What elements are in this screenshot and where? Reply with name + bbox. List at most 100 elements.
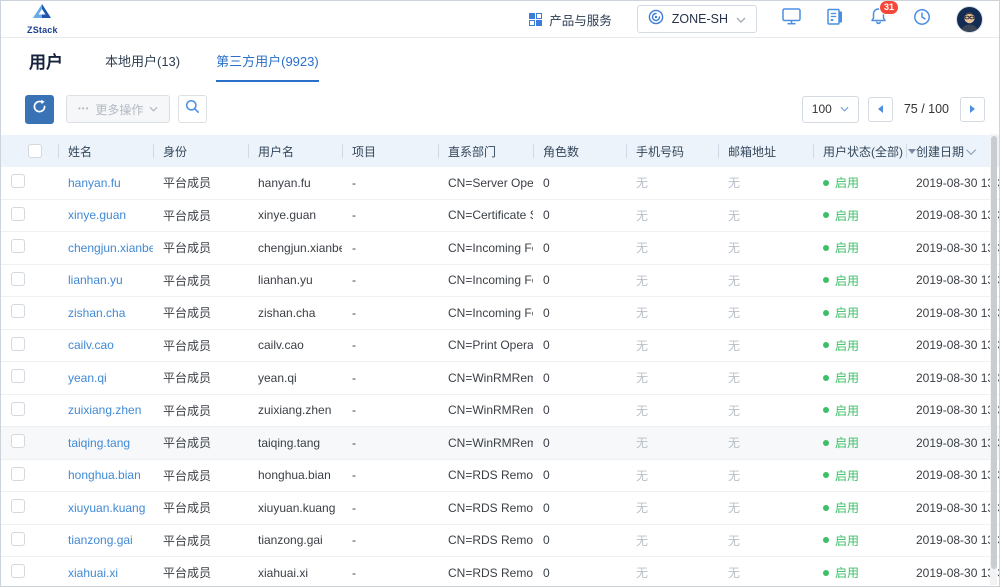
search-button[interactable] — [178, 95, 208, 123]
row-checkbox[interactable] — [11, 336, 25, 351]
identity-cell: 平台成员 — [163, 371, 212, 386]
user-name-link[interactable]: lianhan.yu — [68, 273, 123, 288]
status-dot-icon — [823, 504, 829, 511]
user-name-link[interactable]: xiuyuan.kuang — [68, 500, 146, 515]
history-button[interactable] — [913, 8, 931, 31]
status-badge: 启用 — [823, 174, 906, 191]
scrollbar-thumb[interactable] — [990, 136, 997, 569]
row-checkbox[interactable] — [11, 499, 25, 514]
created-date-cell: 2019-08-30 13:3... — [916, 305, 999, 320]
console-button[interactable] — [782, 8, 801, 30]
col-header-name[interactable]: 姓名 — [58, 143, 153, 160]
user-name-link[interactable]: hanyan.fu — [68, 175, 121, 190]
identity-cell: 平台成员 — [163, 533, 212, 548]
role-count-cell: 0 — [543, 208, 550, 223]
role-count-cell: 0 — [543, 500, 550, 515]
operation-log-button[interactable] — [826, 8, 844, 31]
col-header-created-sort[interactable]: 创建日期 — [906, 143, 999, 160]
prev-page-button[interactable] — [867, 96, 893, 122]
user-name-link[interactable]: tianzong.gai — [68, 533, 133, 548]
user-name-link[interactable]: taiqing.tang — [68, 435, 131, 450]
row-checkbox[interactable] — [11, 466, 25, 481]
row-checkbox[interactable] — [11, 239, 25, 254]
table-row[interactable]: taiqing.tang 平台成员 taiqing.tang - CN=WinR… — [1, 427, 999, 460]
table-row[interactable]: hanyan.fu 平台成员 hanyan.fu - CN=Server Ope… — [1, 167, 999, 200]
user-name-link[interactable]: cailv.cao — [68, 338, 114, 353]
table-row[interactable]: yean.qi 平台成员 yean.qi - CN=WinRMRem... 0 … — [1, 362, 999, 395]
col-header-roles[interactable]: 角色数 — [533, 143, 626, 160]
table-row[interactable]: zuixiang.zhen 平台成员 zuixiang.zhen - CN=Wi… — [1, 394, 999, 427]
more-actions-label: 更多操作 — [95, 102, 144, 117]
phone-cell: 无 — [636, 241, 649, 256]
user-avatar[interactable] — [956, 5, 983, 33]
zstack-logo[interactable]: ZStack — [27, 3, 58, 35]
status-label: 启用 — [835, 241, 860, 256]
row-checkbox[interactable] — [11, 401, 25, 416]
col-header-email[interactable]: 邮箱地址 — [718, 143, 813, 160]
table-row[interactable]: chengjun.xianbei 平台成员 chengjun.xianbei -… — [1, 232, 999, 265]
page-size-value: 100 — [811, 102, 832, 116]
user-name-link[interactable]: yean.qi — [68, 370, 107, 385]
more-actions-button[interactable]: ••• 更多操作 — [66, 95, 171, 123]
email-cell: 无 — [728, 468, 741, 483]
col-header-status-filter[interactable]: 用户状态(全部) — [813, 143, 916, 160]
status-badge: 启用 — [823, 239, 906, 256]
table-row[interactable]: tianzong.gai 平台成员 tianzong.gai - CN=RDS … — [1, 524, 999, 557]
project-cell: - — [352, 533, 356, 548]
username-cell: xiahuai.xi — [258, 565, 309, 580]
clock-icon — [913, 8, 931, 31]
phone-cell: 无 — [636, 403, 649, 418]
row-checkbox[interactable] — [11, 434, 25, 449]
col-header-project[interactable]: 项目 — [342, 143, 438, 160]
row-checkbox[interactable] — [11, 564, 25, 579]
table-row[interactable]: xinye.guan 平台成员 xinye.guan - CN=Certific… — [1, 199, 999, 232]
role-count-cell: 0 — [543, 273, 550, 288]
status-dot-icon — [823, 537, 829, 544]
tab-local-users[interactable]: 本地用户(13) — [105, 53, 181, 69]
notifications-button[interactable]: 31 — [869, 1, 900, 31]
page-size-select[interactable]: 100 — [801, 95, 859, 123]
row-checkbox[interactable] — [11, 174, 25, 189]
user-name-link[interactable]: zishan.cha — [68, 305, 126, 320]
email-cell: 无 — [728, 403, 741, 418]
status-dot-icon — [823, 472, 829, 479]
user-name-link[interactable]: xinye.guan — [68, 208, 127, 223]
department-cell: CN=RDS Remot... — [448, 468, 533, 483]
col-header-phone[interactable]: 手机号码 — [626, 143, 718, 160]
phone-cell: 无 — [636, 533, 649, 548]
zone-selector[interactable]: ZONE-SH — [636, 5, 757, 33]
role-count-cell: 0 — [543, 533, 550, 548]
table-row[interactable]: zishan.cha 平台成员 zishan.cha - CN=Incoming… — [1, 297, 999, 330]
role-count-cell: 0 — [543, 338, 550, 353]
status-dot-icon — [823, 309, 829, 316]
user-name-link[interactable]: xiahuai.xi — [68, 565, 119, 580]
pagination-controls: 100 75 / 100 — [801, 95, 985, 123]
table-row[interactable]: xiahuai.xi 平台成员 xiahuai.xi - CN=RDS Remo… — [1, 557, 999, 586]
next-page-button[interactable] — [960, 96, 985, 122]
table-row[interactable]: cailv.cao 平台成员 cailv.cao - CN=Print Oper… — [1, 329, 999, 362]
user-name-link[interactable]: honghua.bian — [68, 468, 141, 483]
email-cell: 无 — [728, 533, 741, 548]
row-checkbox[interactable] — [11, 304, 25, 319]
refresh-button[interactable] — [25, 94, 54, 124]
select-all-checkbox[interactable] — [28, 144, 42, 158]
user-name-link[interactable]: chengjun.xianbei — [68, 240, 153, 255]
products-services-menu[interactable]: 产品与服务 — [529, 10, 612, 29]
row-checkbox[interactable] — [11, 271, 25, 286]
project-cell: - — [352, 370, 356, 385]
row-checkbox[interactable] — [11, 531, 25, 546]
col-header-department[interactable]: 直系部门 — [438, 143, 533, 160]
row-checkbox[interactable] — [11, 206, 25, 221]
status-dot-icon — [823, 179, 829, 186]
row-checkbox[interactable] — [11, 369, 25, 384]
username-cell: tianzong.gai — [258, 533, 323, 548]
identity-cell: 平台成员 — [163, 566, 212, 581]
user-name-link[interactable]: zuixiang.zhen — [68, 403, 142, 418]
col-header-username[interactable]: 用户名 — [248, 143, 342, 160]
table-row[interactable]: honghua.bian 平台成员 honghua.bian - CN=RDS … — [1, 459, 999, 492]
page-header: 用户 本地用户(13) 第三方用户(9923) — [1, 38, 999, 82]
table-row[interactable]: xiuyuan.kuang 平台成员 xiuyuan.kuang - CN=RD… — [1, 492, 999, 525]
table-row[interactable]: lianhan.yu 平台成员 lianhan.yu - CN=Incoming… — [1, 264, 999, 297]
tab-third-party-users[interactable]: 第三方用户(9923) — [216, 38, 319, 82]
col-header-identity[interactable]: 身份 — [153, 143, 248, 160]
